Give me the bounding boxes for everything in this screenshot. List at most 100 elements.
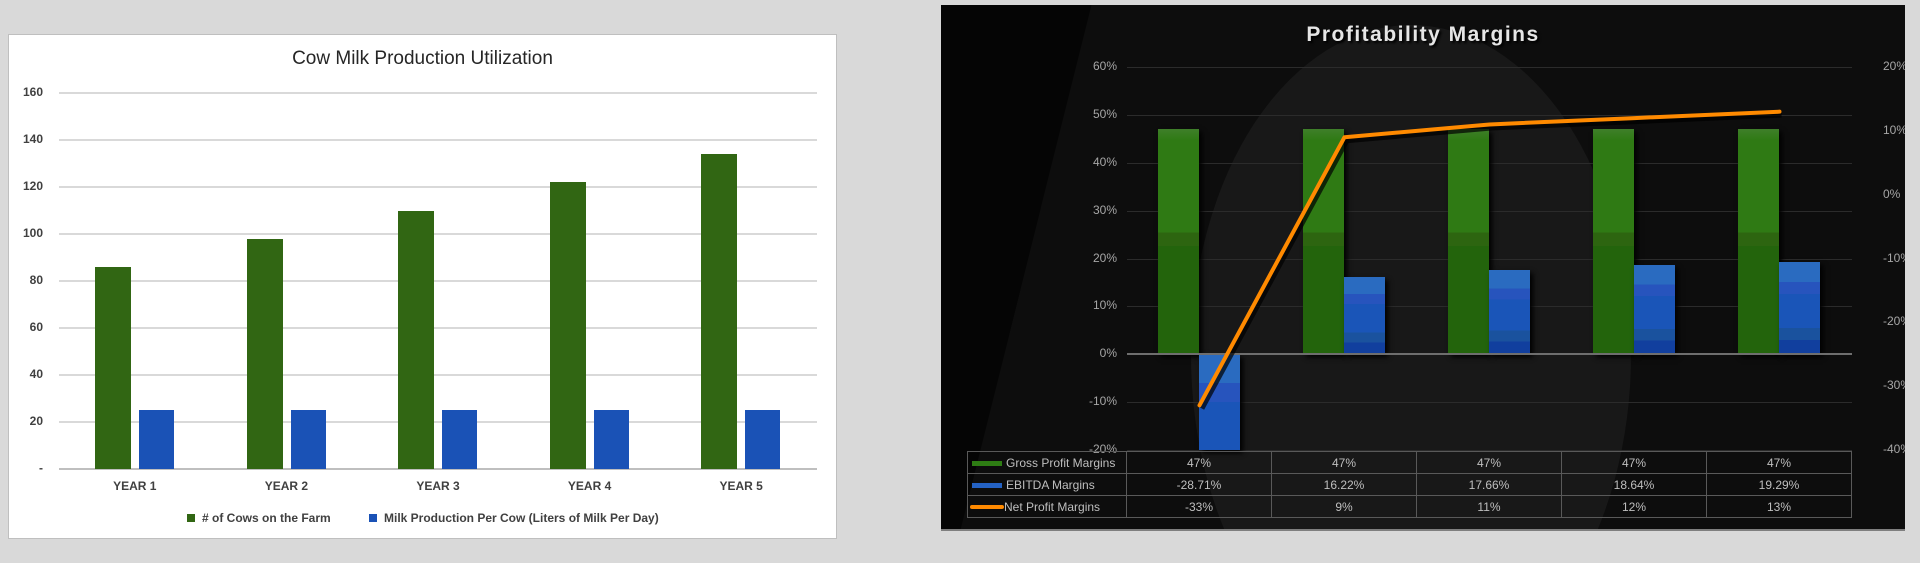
bar-milk	[290, 410, 326, 469]
table-cell: 18.64%	[1561, 473, 1707, 496]
legend-key-green-icon	[972, 460, 1002, 466]
bar-gross-profit	[1303, 129, 1344, 355]
table-cell: 16.22%	[1271, 473, 1417, 496]
bar-gross-profit	[1448, 129, 1489, 355]
net-profit-line	[1197, 109, 1782, 410]
row-label: EBITDA Margins	[1006, 477, 1095, 492]
y-axis-left-tick: 10%	[1092, 298, 1117, 313]
y-axis-tick: 20	[29, 414, 43, 428]
y-axis-tick: 40	[29, 367, 43, 381]
gridline	[1127, 67, 1852, 68]
bar-ebitda	[1344, 276, 1385, 355]
y-axis-left-tick: 0%	[1099, 346, 1117, 361]
zero-axis-line	[1127, 353, 1852, 356]
gridline	[59, 327, 817, 329]
chart-title: Cow Milk Production Utilization	[292, 48, 553, 69]
y-axis-tick: 140	[22, 132, 43, 146]
y-axis-right-tick: 10%	[1883, 122, 1905, 137]
y-axis-left-tick: 20%	[1092, 250, 1117, 265]
gridline	[59, 280, 817, 282]
legend-label: # of Cows on the Farm	[202, 511, 331, 525]
table-cell: 47%	[1126, 451, 1272, 474]
legend-label: Milk Production Per Cow (Liters of Milk …	[384, 511, 659, 525]
x-axis-label: YEAR 5	[719, 479, 763, 493]
table-cell: 17.66%	[1416, 473, 1562, 496]
bar-cows	[701, 154, 738, 469]
y-axis-right-tick: 20%	[1883, 59, 1905, 73]
gridline	[59, 233, 817, 235]
table-cell: -28.71%	[1126, 473, 1272, 496]
table-cell: 47%	[1706, 451, 1852, 474]
legend-swatch-green-icon	[187, 514, 195, 522]
gridline	[1127, 258, 1852, 260]
gridline	[1127, 402, 1852, 404]
table-cell: 12%	[1561, 495, 1707, 518]
x-axis-label: YEAR 3	[416, 479, 460, 493]
table-row: Gross Profit Margins 47% 47% 47% 47% 47%	[967, 451, 1852, 474]
row-label: Net Profit Margins	[1004, 499, 1101, 514]
table-cell: -33%	[1126, 495, 1272, 518]
bar-milk	[442, 410, 478, 469]
legend-item-milk: Milk Production Per Cow (Liters of Milk …	[369, 511, 659, 525]
y-axis-left-tick: 30%	[1092, 202, 1117, 217]
bar-gross-profit	[1593, 129, 1634, 355]
y-axis-left-tick: -10%	[1088, 394, 1117, 409]
data-table: Gross Profit Margins 47% 47% 47% 47% 47%…	[967, 451, 1852, 518]
gridline	[59, 92, 817, 94]
y-axis-right-tick: -20%	[1883, 314, 1905, 329]
bar-ebitda	[1634, 265, 1675, 355]
chart-title: Profitability Margins	[1306, 23, 1540, 46]
bar-gross-profit	[1738, 129, 1779, 355]
bar-cows	[549, 182, 586, 469]
y-axis-tick: 160	[22, 85, 43, 99]
y-axis-tick: 80	[29, 273, 43, 287]
table-cell: 47%	[1561, 451, 1707, 474]
gridline	[59, 421, 817, 423]
bar-milk	[745, 410, 781, 469]
row-label: Gross Profit Margins	[1006, 455, 1116, 470]
table-cell: 19.29%	[1706, 473, 1852, 496]
x-axis-label: YEAR 1	[113, 479, 157, 493]
gridline	[59, 139, 817, 141]
legend-key-orange-line-icon	[970, 505, 1004, 510]
gridline	[1127, 210, 1852, 212]
gridline	[59, 468, 817, 470]
y-axis-right-tick: 0%	[1883, 186, 1901, 201]
bar-cows	[246, 238, 283, 469]
legend-swatch-blue-icon	[369, 514, 377, 522]
y-axis-left-tick: 40%	[1092, 154, 1117, 169]
bar-cows	[95, 266, 131, 469]
gridline	[1127, 162, 1852, 164]
table-cell: 47%	[1271, 451, 1417, 474]
gridline	[59, 374, 817, 376]
bar-milk	[139, 410, 174, 469]
y-axis-right-tick: -10%	[1883, 250, 1905, 265]
y-axis-left-tick: 50%	[1092, 106, 1117, 121]
bar-cows	[398, 210, 435, 469]
y-axis-tick: -	[39, 461, 43, 475]
cow-milk-chart: Cow Milk Production Utilization # of Cow…	[8, 34, 837, 539]
y-axis-tick: 60	[29, 320, 43, 334]
y-axis-right-tick: -40%	[1883, 442, 1905, 456]
y-axis-tick: 100	[22, 226, 43, 240]
bar-milk	[593, 410, 629, 469]
table-row: Net Profit Margins -33% 9% 11% 12% 13%	[967, 495, 1852, 518]
table-cell: 13%	[1706, 495, 1852, 518]
table-cell: 47%	[1416, 451, 1562, 474]
bar-ebitda	[1779, 261, 1820, 355]
x-axis-label: YEAR 4	[567, 479, 612, 493]
y-axis-tick: 120	[22, 179, 43, 193]
x-axis-label: YEAR 2	[264, 479, 309, 493]
table-cell: 11%	[1416, 495, 1562, 518]
table-row: EBITDA Margins -28.71% 16.22% 17.66% 18.…	[967, 473, 1852, 496]
profitability-chart: Profitability Margins 60% 50% 40% 30% 20% 10%…	[941, 5, 1905, 531]
bar-gross-profit	[1158, 129, 1199, 355]
table-cell: 9%	[1271, 495, 1417, 518]
y-axis-right-tick: -30%	[1883, 378, 1905, 393]
bar-ebitda	[1489, 269, 1530, 355]
gridline	[1127, 450, 1852, 451]
legend-key-blue-icon	[972, 482, 1002, 488]
y-axis-left-tick: 60%	[1092, 59, 1117, 73]
gridline	[1127, 114, 1852, 116]
background-glow	[1191, 25, 1631, 529]
